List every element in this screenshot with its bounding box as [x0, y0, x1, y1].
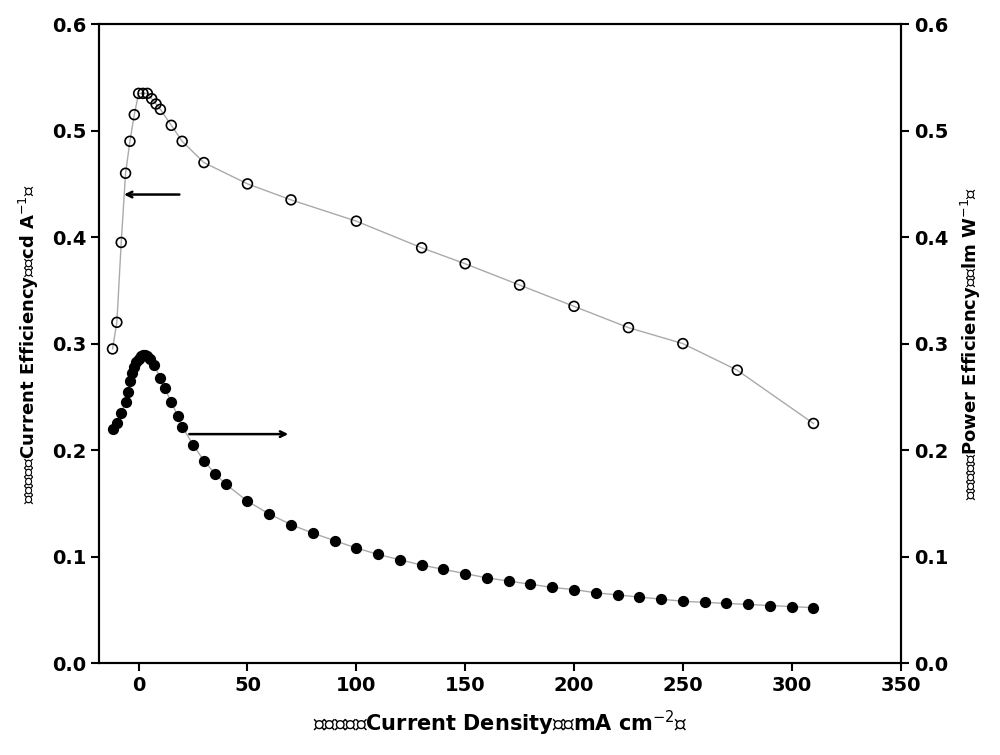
- Point: [137, 350, 153, 362]
- Point: [805, 602, 821, 614]
- Point: [414, 242, 430, 254]
- Point: [118, 167, 134, 179]
- Point: [196, 156, 212, 168]
- Point: [105, 423, 121, 435]
- Point: [479, 572, 495, 584]
- Point: [131, 353, 147, 365]
- Y-axis label: 电流效率（Current Efficiency）（cd A$^{-1}$）: 电流效率（Current Efficiency）（cd A$^{-1}$）: [17, 183, 41, 504]
- Point: [170, 410, 186, 422]
- Point: [544, 581, 560, 593]
- Point: [718, 597, 734, 609]
- Point: [675, 595, 691, 607]
- Point: [566, 300, 582, 313]
- Point: [620, 322, 636, 334]
- Point: [805, 418, 821, 430]
- Point: [631, 591, 647, 603]
- Point: [588, 587, 604, 599]
- Point: [122, 374, 138, 387]
- Point: [305, 527, 321, 539]
- Point: [157, 382, 173, 394]
- Point: [113, 407, 129, 419]
- Point: [174, 421, 190, 433]
- Point: [185, 439, 201, 451]
- Point: [109, 316, 125, 328]
- Point: [501, 575, 517, 587]
- Point: [124, 368, 140, 380]
- Point: [261, 508, 277, 520]
- Point: [163, 119, 179, 131]
- Point: [327, 535, 343, 547]
- Point: [457, 568, 473, 580]
- Point: [148, 98, 164, 110]
- Point: [139, 350, 155, 362]
- Point: [131, 88, 147, 100]
- Point: [152, 103, 168, 116]
- Point: [348, 215, 364, 227]
- Point: [144, 93, 160, 105]
- Point: [239, 178, 255, 190]
- Point: [414, 559, 430, 571]
- Point: [435, 563, 451, 575]
- Point: [392, 553, 408, 565]
- Point: [653, 593, 669, 606]
- Point: [370, 548, 386, 560]
- Y-axis label: 功率效率（Power Efficiency）（lm W$^{-1}$）: 功率效率（Power Efficiency）（lm W$^{-1}$）: [959, 187, 983, 500]
- Point: [113, 236, 129, 248]
- Point: [146, 359, 162, 371]
- Point: [512, 279, 528, 291]
- Point: [135, 88, 151, 100]
- Point: [522, 578, 538, 590]
- Point: [784, 600, 800, 612]
- Point: [196, 455, 212, 467]
- Point: [283, 194, 299, 206]
- Point: [348, 542, 364, 554]
- Point: [105, 343, 121, 355]
- Point: [174, 135, 190, 147]
- Point: [207, 467, 223, 479]
- Point: [762, 599, 778, 612]
- Point: [135, 350, 151, 362]
- Point: [152, 371, 168, 384]
- Point: [122, 135, 138, 147]
- Point: [218, 478, 234, 490]
- Point: [120, 386, 136, 398]
- Point: [729, 364, 745, 376]
- Point: [457, 257, 473, 270]
- Point: [139, 88, 155, 100]
- Point: [697, 596, 713, 609]
- Point: [142, 353, 158, 365]
- Point: [675, 337, 691, 350]
- Point: [163, 396, 179, 408]
- X-axis label: 电流密度（Current Density）（mA cm$^{-2}$）: 电流密度（Current Density）（mA cm$^{-2}$）: [313, 709, 687, 738]
- Point: [118, 396, 134, 408]
- Point: [566, 584, 582, 596]
- Point: [126, 361, 142, 373]
- Point: [283, 519, 299, 531]
- Point: [126, 109, 142, 121]
- Point: [740, 599, 756, 611]
- Point: [128, 356, 144, 368]
- Point: [610, 589, 626, 601]
- Point: [133, 350, 149, 362]
- Point: [239, 495, 255, 507]
- Point: [109, 418, 125, 430]
